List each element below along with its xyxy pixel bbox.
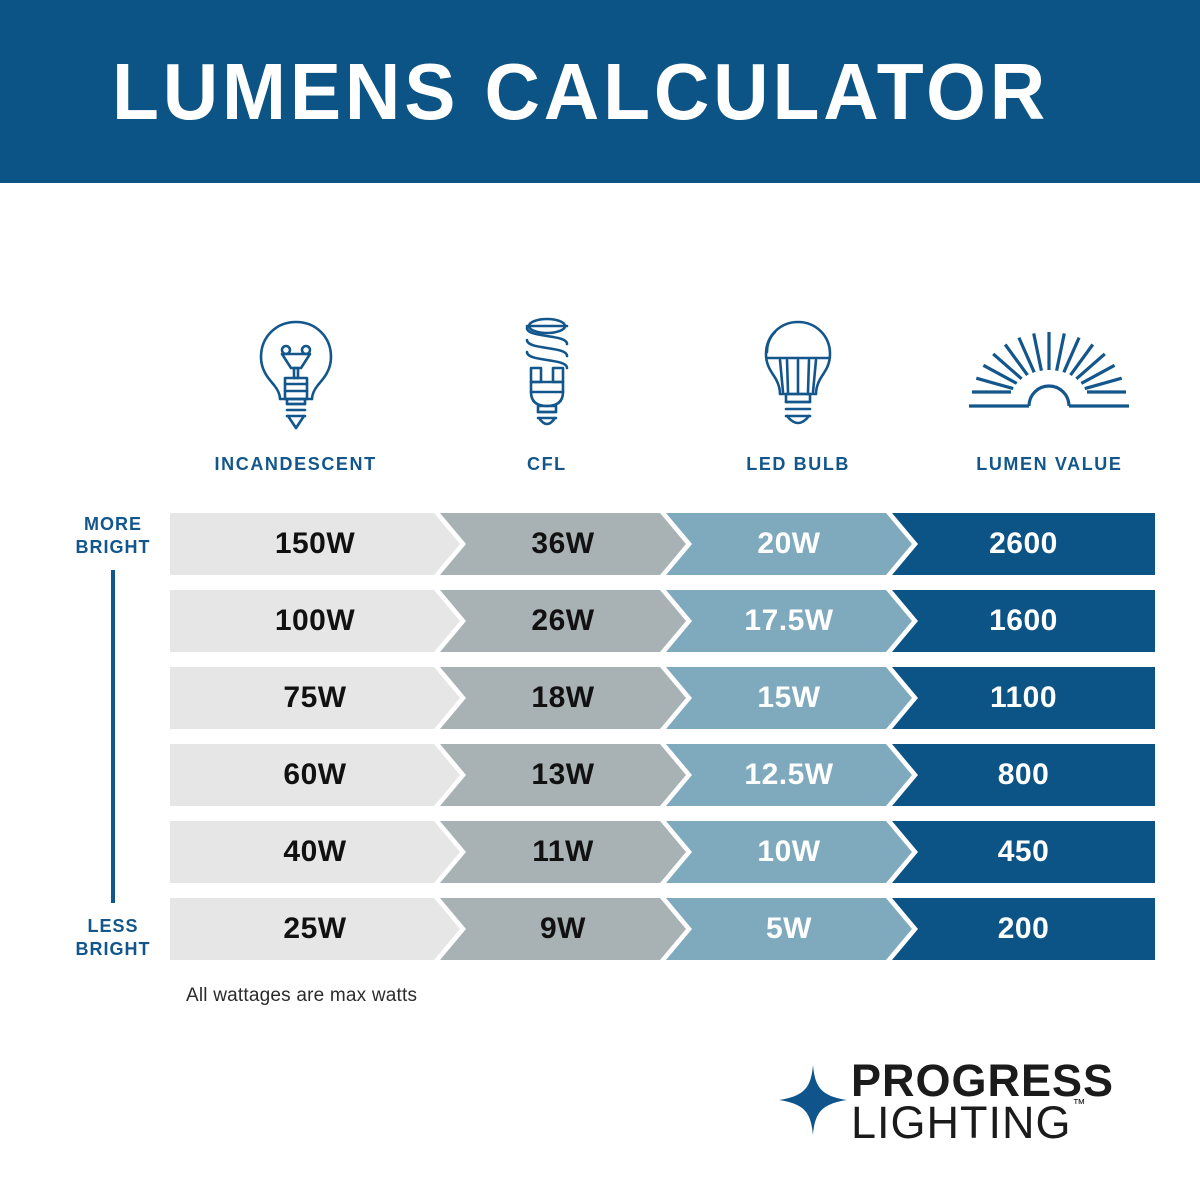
cell-value: 800 xyxy=(997,758,1050,791)
trademark-symbol: ™ xyxy=(1072,1096,1087,1112)
table-cell-cfl: 26W xyxy=(440,590,686,652)
cell-value: 1100 xyxy=(989,681,1058,714)
cell-value: 20W xyxy=(757,527,821,560)
column-header-led: LED BULB xyxy=(673,295,924,475)
table-cell-lumen-value: 200 xyxy=(892,898,1155,960)
brightness-scale: MORE BRIGHT LESS BRIGHT xyxy=(58,513,168,960)
logo-lighting-text: LIGHTING xyxy=(850,1097,1072,1149)
cell-value: 450 xyxy=(997,835,1050,868)
incandescent-bulb-icon xyxy=(248,313,344,438)
cell-value: 200 xyxy=(997,912,1050,945)
scale-line xyxy=(111,570,115,903)
table-cell-cfl: 36W xyxy=(440,513,686,575)
table-row: 150W 36W 20W 2600 xyxy=(170,513,1175,575)
scale-label-more-bright: MORE BRIGHT xyxy=(75,514,151,557)
cell-value: 12.5W xyxy=(744,758,834,791)
table-cell-lumen-value: 450 xyxy=(892,821,1155,883)
cell-value: 1600 xyxy=(989,604,1058,637)
page-title: LUMENS CALCULATOR xyxy=(112,46,1050,136)
table-cell-cfl: 18W xyxy=(440,667,686,729)
table-cell-cfl: 11W xyxy=(440,821,686,883)
cell-value: 11W xyxy=(532,835,594,868)
footnote: All wattages are max watts xyxy=(186,985,418,1006)
table-cell-incandescent: 75W xyxy=(170,667,460,729)
column-label-lumen-value: LUMEN VALUE xyxy=(976,454,1123,474)
column-header-lumen-value: LUMEN VALUE xyxy=(924,295,1175,475)
cell-value: 100W xyxy=(274,604,356,637)
cell-value: 10W xyxy=(757,835,821,868)
cell-value: 13W xyxy=(531,758,595,791)
table-row: 25W 9W 5W 200 xyxy=(170,898,1175,960)
header-band: LUMENS CALCULATOR xyxy=(0,0,1200,183)
sunburst-rays-icon xyxy=(963,313,1135,438)
brand-logo: PROGRESS LIGHTING™ xyxy=(777,1055,1114,1145)
scale-label-less-bright: LESS BRIGHT xyxy=(75,916,151,959)
cell-value: 18W xyxy=(531,681,595,714)
table-row: 60W 13W 12.5W 800 xyxy=(170,744,1175,806)
column-header-cfl: CFL xyxy=(421,295,672,475)
table-cell-lumen-value: 2600 xyxy=(892,513,1155,575)
table-cell-lumen-value: 800 xyxy=(892,744,1155,806)
column-headers: INCANDESCENT CFL xyxy=(170,295,1175,475)
table-row: 75W 18W 15W 1100 xyxy=(170,667,1175,729)
cell-value: 150W xyxy=(274,527,356,560)
cell-value: 40W xyxy=(283,835,347,868)
cfl-bulb-icon xyxy=(505,313,589,438)
table-cell-led-bulb: 15W xyxy=(666,667,912,729)
table-cell-lumen-value: 1600 xyxy=(892,590,1155,652)
logo-wordmark: PROGRESS LIGHTING™ xyxy=(850,1055,1114,1145)
cell-value: 25W xyxy=(283,912,347,945)
table-cell-incandescent: 25W xyxy=(170,898,460,960)
lumens-comparison-table: 150W 36W 20W 2600 100W 26W 17.5W 1600 75W 18W 15W 1… xyxy=(170,513,1175,960)
column-label-cfl: CFL xyxy=(526,454,567,474)
table-cell-incandescent: 40W xyxy=(170,821,460,883)
table-cell-led-bulb: 20W xyxy=(666,513,912,575)
logo-word-progress: PROGRESS xyxy=(850,1055,1114,1107)
table-row: 100W 26W 17.5W 1600 xyxy=(170,590,1175,652)
cell-value: 26W xyxy=(531,604,595,637)
table-cell-led-bulb: 17.5W xyxy=(666,590,912,652)
table-cell-incandescent: 60W xyxy=(170,744,460,806)
sparkle-star-icon xyxy=(777,1063,849,1142)
table-cell-lumen-value: 1100 xyxy=(892,667,1155,729)
cell-value: 2600 xyxy=(989,527,1058,560)
table-cell-led-bulb: 10W xyxy=(666,821,912,883)
logo-word-lighting: LIGHTING™ xyxy=(851,1097,1114,1145)
table-cell-incandescent: 100W xyxy=(170,590,460,652)
table-cell-cfl: 13W xyxy=(440,744,686,806)
table-row: 40W 11W 10W 450 xyxy=(170,821,1175,883)
table-cell-incandescent: 150W xyxy=(170,513,460,575)
table-cell-led-bulb: 12.5W xyxy=(666,744,912,806)
cell-value: 36W xyxy=(531,527,595,560)
table-cell-cfl: 9W xyxy=(440,898,686,960)
cell-value: 60W xyxy=(283,758,347,791)
column-header-incandescent: INCANDESCENT xyxy=(170,295,421,475)
cell-value: 9W xyxy=(540,912,586,945)
cell-value: 17.5W xyxy=(744,604,834,637)
table-cell-led-bulb: 5W xyxy=(666,898,912,960)
column-label-incandescent: INCANDESCENT xyxy=(214,454,377,474)
led-bulb-icon xyxy=(753,313,843,438)
cell-value: 5W xyxy=(766,912,812,945)
column-label-led: LED BULB xyxy=(746,454,851,474)
cell-value: 75W xyxy=(283,681,347,714)
cell-value: 15W xyxy=(757,681,821,714)
